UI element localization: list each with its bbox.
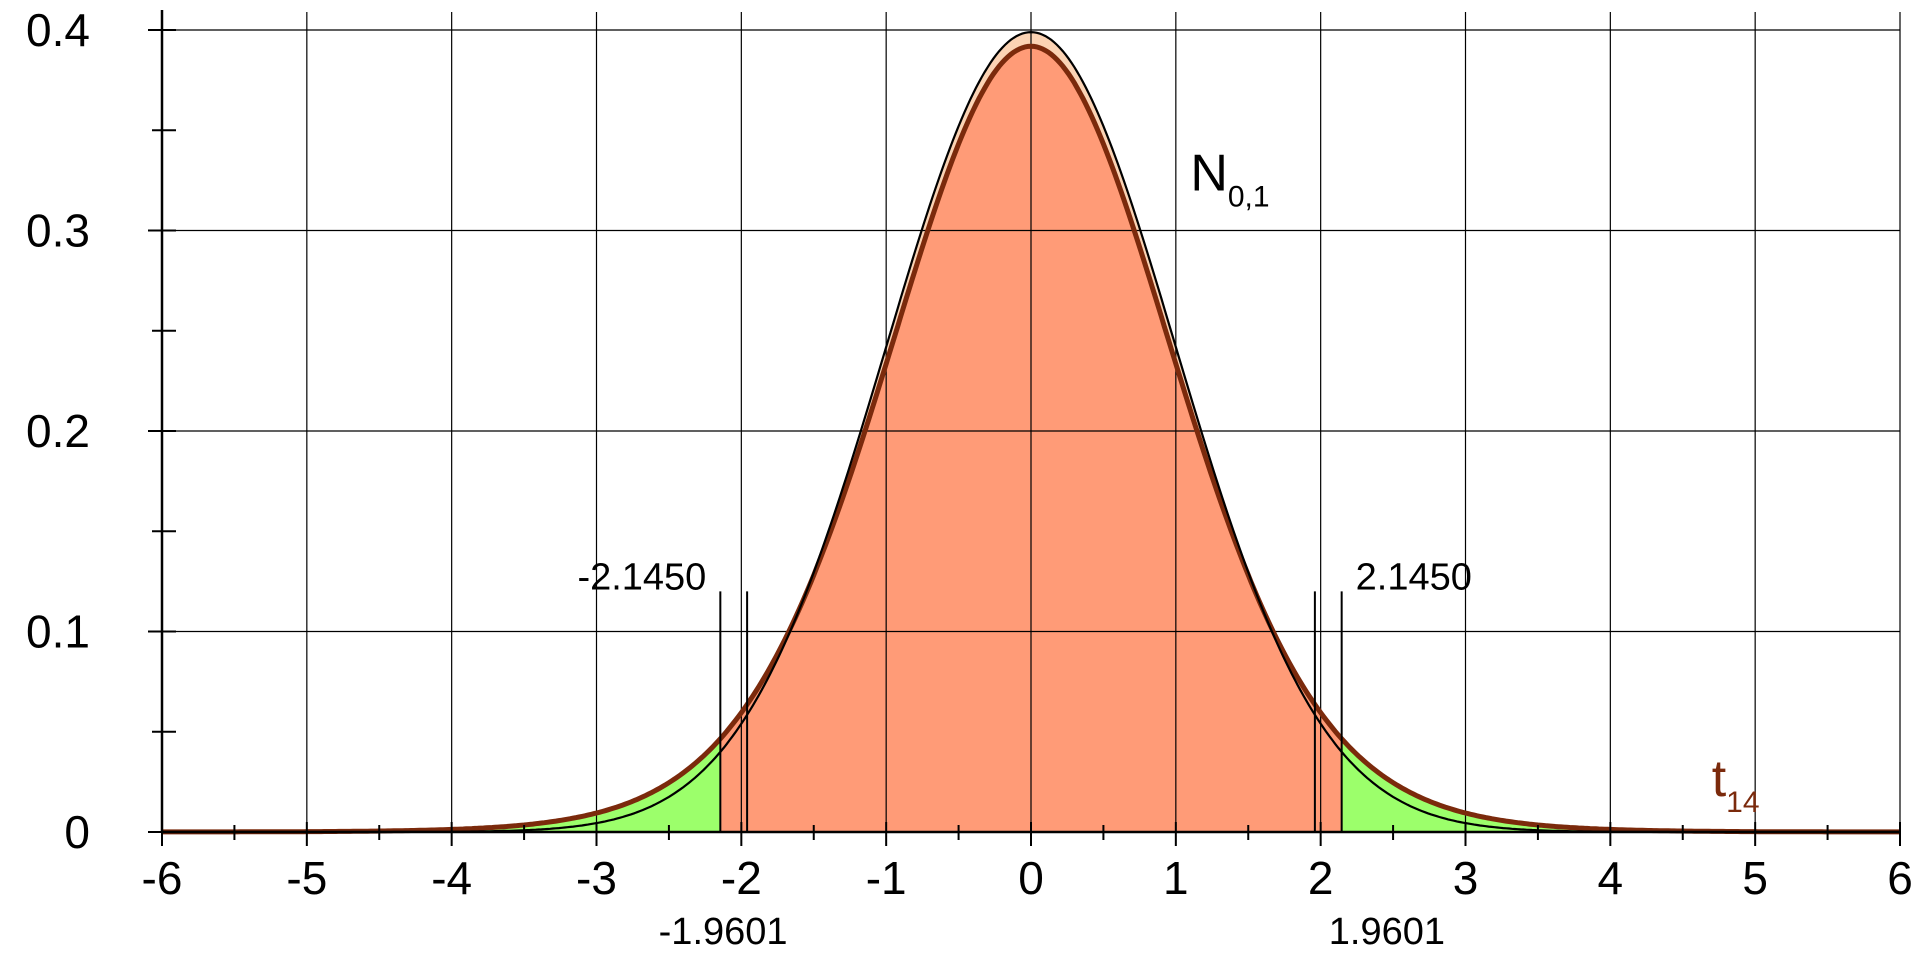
t14-right-tail-fill [1341, 738, 1900, 832]
x-tick-label: 6 [1887, 852, 1913, 904]
t14-series-label-subscript: 14 [1726, 786, 1759, 819]
x-tick-label: 0 [1018, 852, 1044, 904]
x-tick-label: 1 [1163, 852, 1189, 904]
axes [148, 10, 1901, 846]
x-tick-label: -1 [866, 852, 907, 904]
y-tick-label: 0 [64, 806, 90, 858]
x-tick-label: 2 [1308, 852, 1334, 904]
critical-value-lines [719, 591, 1343, 832]
t14-critical-label-left: -2.1450 [577, 556, 706, 598]
t14-series-label: t14 [1712, 750, 1760, 819]
x-tick-label: -3 [576, 852, 617, 904]
y-tick-label: 0.2 [26, 405, 90, 457]
normal-critical-label-right: 1.9601 [1329, 911, 1445, 953]
x-tick-label: -4 [431, 852, 472, 904]
y-tick-label: 0.4 [26, 4, 90, 56]
y-tick-label: 0.1 [26, 606, 90, 658]
x-tick-label: -6 [142, 852, 183, 904]
normal-series-label: N0,1 [1190, 144, 1269, 213]
normal-critical-label-left: -1.9601 [659, 911, 788, 953]
x-tick-label: 3 [1453, 852, 1479, 904]
x-tick-label: 4 [1598, 852, 1624, 904]
x-tick-label: 5 [1742, 852, 1768, 904]
grid-lines [161, 12, 1901, 832]
x-tick-label: -5 [286, 852, 327, 904]
y-tick-label: 0.3 [26, 205, 90, 257]
x-tick-label: -2 [721, 852, 762, 904]
t14-critical-label-right: 2.1450 [1356, 556, 1472, 598]
normal-series-label-subscript: 0,1 [1228, 180, 1270, 213]
t14-left-tail-fill [162, 738, 721, 832]
